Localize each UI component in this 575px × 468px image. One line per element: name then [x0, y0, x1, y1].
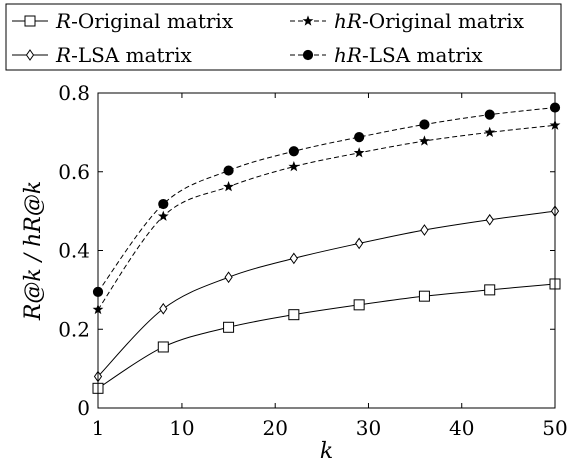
- legend-swatch-marker-3: [302, 49, 314, 61]
- y-tick-label-2: 0.4: [58, 239, 90, 263]
- series-3-point-1: [158, 198, 169, 210]
- y-axis-label: R@k / hR@k: [21, 181, 46, 321]
- legend-box: [5, 3, 562, 71]
- series-1-point-3: [288, 160, 300, 172]
- plot-area: [92, 102, 561, 394]
- series-2-point-4: [355, 237, 364, 250]
- y-tick-label-4: 0.8: [58, 81, 90, 105]
- series-2-point-2: [224, 271, 233, 284]
- series-line-3: [97, 107, 556, 293]
- legend-label-2: R-LSA matrix: [55, 43, 192, 67]
- series-0-point-2: [223, 321, 235, 333]
- series-2-point-1: [159, 302, 168, 315]
- series-1-point-1: [157, 210, 169, 221]
- x-tick-label-4: 40: [449, 416, 474, 440]
- series-3-point-4: [354, 132, 365, 143]
- y-tick-label-1: 0.2: [58, 317, 90, 341]
- series-3-point-5: [419, 119, 430, 130]
- x-tick-label-5: 50: [542, 416, 567, 440]
- series-0-point-1: [157, 341, 169, 353]
- series-0-point-5: [418, 290, 430, 302]
- legend-swatch-marker-0: [24, 15, 36, 27]
- legend-label-1: hR-Original matrix: [334, 9, 525, 33]
- series-0-point-3: [288, 309, 300, 321]
- x-axis-label: k: [320, 439, 333, 464]
- series-line-0: [97, 283, 556, 389]
- series-2-point-6: [485, 213, 494, 226]
- series-3-point-3: [288, 146, 299, 157]
- legend-swatch-marker-2: [25, 49, 35, 61]
- y-tick-label-3: 0.6: [58, 160, 90, 184]
- series-3-point-2: [223, 165, 234, 176]
- series-1-point-5: [419, 135, 430, 146]
- axes: 1 10 20 30 40 50 0 0.2 0.4 0.6 0.8 k R@k / hR@k: [21, 81, 568, 464]
- series-0-point-6: [484, 284, 496, 296]
- x-tick-label-0: 1: [92, 416, 105, 440]
- series-0-point-4: [353, 299, 365, 311]
- series-1-point-6: [484, 126, 496, 137]
- series-line-1: [97, 124, 556, 310]
- legend-label-3: hR-LSA matrix: [334, 43, 483, 67]
- legend-label-0: R-Original matrix: [55, 9, 234, 33]
- legend-swatch-marker-1: [302, 15, 314, 26]
- x-tick-label-3: 30: [356, 416, 381, 440]
- series-2-point-3: [289, 252, 298, 265]
- series-1-point-2: [223, 181, 234, 192]
- series-3-point-6: [484, 109, 495, 120]
- x-tick-label-1: 10: [169, 416, 194, 440]
- y-tick-label-0: 0: [77, 396, 90, 420]
- series-1-point-4: [353, 147, 365, 158]
- series-2-point-5: [420, 224, 429, 236]
- x-tick-label-2: 20: [262, 416, 287, 440]
- legend: R-Original matrix hR-Original matrix R-LSA…: [5, 3, 562, 71]
